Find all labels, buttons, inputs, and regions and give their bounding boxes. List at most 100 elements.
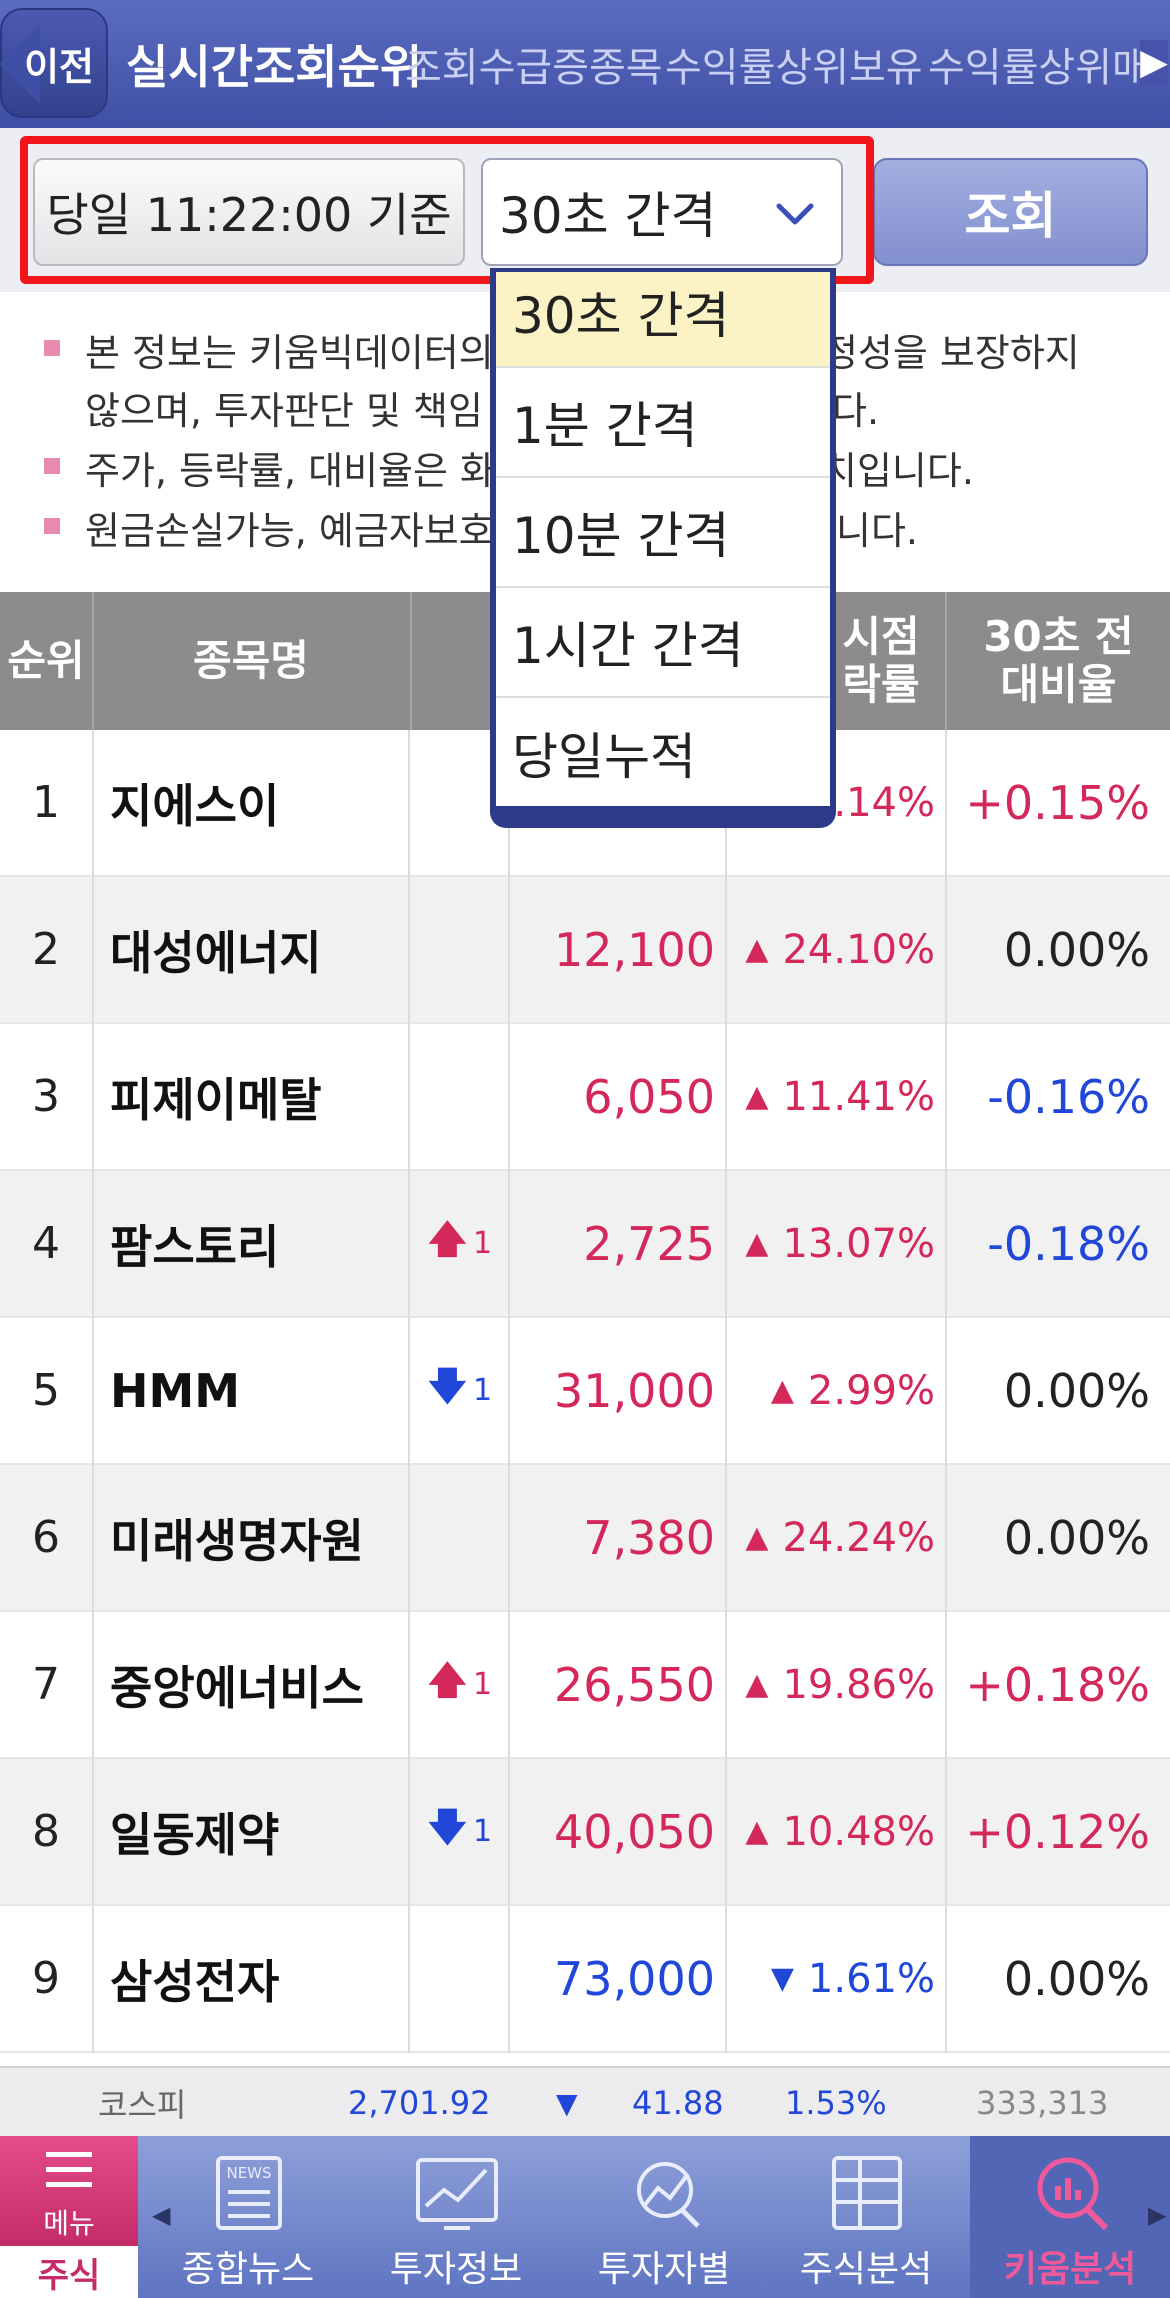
interval-dropdown: 30초 간격 1분 간격 10분 간격 1시간 간격 당일누적 <box>490 268 836 828</box>
index-ticker[interactable]: 코스피 2,701.92 ▼ 41.88 1.53% 333,313 <box>0 2066 1170 2136</box>
column-divider <box>725 877 727 1024</box>
chevron-down-icon <box>776 203 814 225</box>
rank-change-cell <box>410 1906 510 2051</box>
nav-stock-analysis[interactable]: 주식분석 <box>766 2136 966 2298</box>
price-cell: 2,725 <box>583 1216 715 1271</box>
bullet-icon <box>44 518 60 534</box>
menu-button[interactable]: 메뉴 <box>0 2136 138 2246</box>
tab-label: 실시간조회순위 <box>126 40 423 94</box>
column-divider <box>725 1024 727 1171</box>
bullet-icon <box>44 340 60 356</box>
table-row[interactable]: 3 피제이메탈 6,050 ▲ 11.41% -0.16% <box>0 1024 1170 1171</box>
column-divider <box>408 730 410 877</box>
column-divider <box>92 1465 94 1612</box>
change-rate-cell: ▲ 2.99% <box>727 1318 935 1463</box>
rank-change-cell: 🡅 1 <box>410 1612 510 1757</box>
column-divider <box>725 1612 727 1759</box>
notice-line: 안정성을 보장하지 <box>788 331 1080 375</box>
interval-select-value: 30초 간격 <box>499 187 717 245</box>
index-rate: 1.53% <box>785 2084 887 2122</box>
price-cell: 7,380 <box>583 1510 715 1565</box>
table-row[interactable]: 7 중앙에너비스 🡅 1 26,550 ▲ 19.86% +0.18% <box>0 1612 1170 1759</box>
nav-kiwoom-analysis[interactable]: 키움분석 <box>970 2136 1170 2298</box>
interval-option-1h[interactable]: 1시간 간격 <box>496 588 830 698</box>
rank-change-cell: 🡇 1 <box>410 1318 510 1463</box>
stock-name-cell: 지에스이 <box>110 778 280 833</box>
column-divider <box>408 877 410 1024</box>
table-row[interactable]: 4 팜스토리 🡅 1 2,725 ▲ 13.07% -0.18% <box>0 1171 1170 1318</box>
tab-scroll-right-icon[interactable]: ▶ <box>1140 40 1168 86</box>
option-label: 당일누적 <box>512 728 696 786</box>
up-triangle-icon: ▲ <box>745 1520 769 1555</box>
stock-name-cell: 미래생명자원 <box>110 1513 364 1568</box>
column-divider <box>92 1024 94 1171</box>
interval-option-today[interactable]: 당일누적 <box>496 698 830 806</box>
header-divider <box>945 592 947 730</box>
notice-line: 치입니다. <box>822 449 974 493</box>
table-row[interactable]: 6 미래생명자원 7,380 ▲ 24.24% 0.00% <box>0 1465 1170 1612</box>
tab-return-trading[interactable]: 수익률상위매매 <box>928 0 1170 128</box>
notice-line: 니다. <box>836 509 918 553</box>
back-button[interactable]: 이전 <box>0 8 108 118</box>
rank-cell: 8 <box>32 1806 60 1857</box>
stock-name-cell: 중앙에너비스 <box>110 1660 364 1715</box>
change-rate-cell: ▲ 19.86% <box>727 1612 935 1757</box>
tab-return-holding[interactable]: 수익률상위보유 <box>665 0 923 128</box>
interval-option-30s[interactable]: 30초 간격 <box>496 272 830 368</box>
column-divider <box>508 1906 510 2053</box>
tab-view-surge[interactable]: 조회수급증종목 <box>405 0 663 128</box>
nav-scroll-left-icon[interactable]: ◀ <box>152 2201 171 2229</box>
header-rank: 순위 <box>7 636 85 685</box>
column-divider <box>508 1465 510 1612</box>
column-divider <box>408 1906 410 2053</box>
grid-table-icon <box>832 2156 902 2230</box>
up-triangle-icon: ▲ <box>745 1226 769 1261</box>
column-divider <box>508 1318 510 1465</box>
nav-investor[interactable]: 투자자별 <box>564 2136 764 2298</box>
header-rate-top: 시점 <box>842 612 920 661</box>
price-cell: 6,050 <box>583 1069 715 1124</box>
rank-cell: 9 <box>32 1953 60 2004</box>
column-divider <box>408 1318 410 1465</box>
header-ratio-bottom: 대비율 <box>1000 660 1117 709</box>
column-divider <box>508 1759 510 1906</box>
back-button-label: 이전 <box>24 44 94 89</box>
interval-option-1m[interactable]: 1분 간격 <box>496 368 830 478</box>
table-row[interactable]: 9 삼성전자 73,000 ▼ 1.61% 0.00% <box>0 1906 1170 2053</box>
stock-name-cell: 팜스토리 <box>110 1219 280 1274</box>
column-divider <box>408 1171 410 1318</box>
table-row[interactable]: 2 대성에너지 12,100 ▲ 24.10% 0.00% <box>0 877 1170 1024</box>
nav-scroll-right-icon[interactable]: ▶ <box>1148 2201 1167 2229</box>
index-volume: 333,313 <box>976 2084 1109 2122</box>
price-cell: 40,050 <box>554 1804 715 1859</box>
section-label: 주식 <box>0 2246 138 2298</box>
change-rate-cell: ▲ 24.10% <box>727 877 935 1022</box>
price-cell: 31,000 <box>554 1363 715 1418</box>
nav-label: 키움분석 <box>1003 2249 1137 2290</box>
date-basis-button[interactable]: 당일 11:22:00 기준 <box>33 158 465 266</box>
rank-cell: 4 <box>32 1218 60 1269</box>
change-rate-value: 13.07% <box>782 1220 935 1267</box>
tab-realtime-rank[interactable]: 실시간조회순위 <box>126 0 422 128</box>
up-triangle-icon: ▲ <box>745 1667 769 1702</box>
bottom-nav: 메뉴 주식 ◀ NEWS 종합뉴스 투자정보 투자자별 <box>0 2136 1170 2298</box>
nav-label: 투자자별 <box>597 2249 731 2290</box>
column-divider <box>945 1612 947 1759</box>
table-row[interactable]: 8 일동제약 🡇 1 40,050 ▲ 10.48% +0.12% <box>0 1759 1170 1906</box>
interval-select[interactable]: 30초 간격 <box>481 158 843 266</box>
nav-invest-info[interactable]: 투자정보 <box>356 2136 556 2298</box>
rank-cell: 6 <box>32 1512 60 1563</box>
tab-label: 수익률상위보유 <box>665 45 923 91</box>
table-row[interactable]: 5 HMM 🡇 1 31,000 ▲ 2.99% 0.00% <box>0 1318 1170 1465</box>
interval-option-10m[interactable]: 10분 간격 <box>496 478 830 588</box>
header-ratio: 30초 전 대비율 <box>947 592 1170 730</box>
search-button[interactable]: 조회 <box>873 158 1148 266</box>
table-row[interactable]: 1 지에스이 .14% +0.15% <box>0 730 1170 877</box>
nav-news[interactable]: NEWS 종합뉴스 <box>148 2136 348 2298</box>
change-rate-value: 10.48% <box>782 1808 935 1855</box>
change-rate-cell: ▲ 11.41% <box>727 1024 935 1169</box>
column-divider <box>725 1465 727 1612</box>
column-divider <box>408 1612 410 1759</box>
ratio-cell: 0.00% <box>1003 922 1150 977</box>
column-divider <box>725 1171 727 1318</box>
